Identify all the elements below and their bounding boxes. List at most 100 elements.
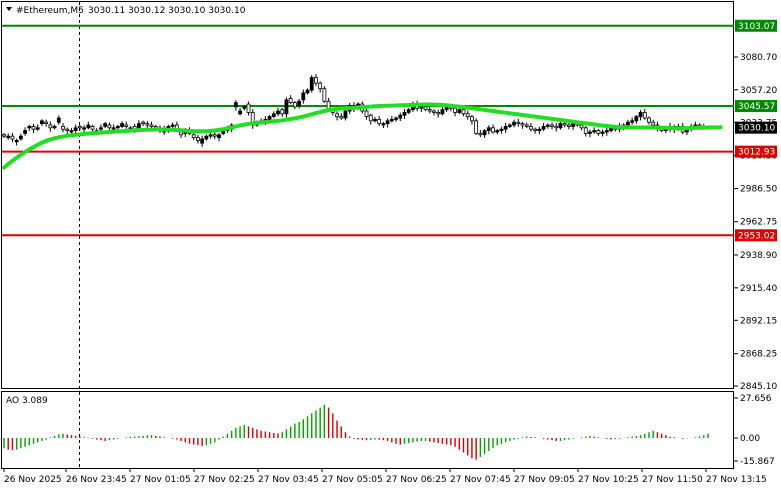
candle-body (558, 123, 563, 129)
price-tick-label: 2915.40 (740, 284, 777, 294)
candle-body (651, 121, 656, 126)
candle-body (238, 110, 242, 115)
candle-body (520, 123, 525, 126)
candle-body (545, 124, 550, 127)
time-tick-label: 27 Nov 01:05 (130, 475, 191, 485)
support-tag (735, 229, 777, 242)
candle-body (642, 112, 647, 119)
price-panel[interactable] (1, 1, 734, 389)
ao-tick-label: -15.867 (740, 457, 775, 467)
candle-body (516, 121, 521, 125)
candle-body (389, 119, 394, 122)
candle-body (364, 110, 369, 118)
price-tick-label: 2962.75 (740, 218, 777, 228)
candle-body (427, 109, 432, 112)
candle-body (474, 120, 479, 134)
ao-tick-label: 27.656 (740, 394, 772, 404)
candle-body (588, 131, 592, 134)
candle-body (541, 126, 546, 130)
ao-histogram (3, 404, 709, 460)
candle-body (596, 130, 601, 134)
candle-body (457, 109, 462, 113)
current-price-label: 3030.10 (738, 124, 775, 134)
candle-body (271, 113, 276, 118)
candle-body (40, 120, 44, 125)
candle-body (604, 130, 609, 133)
candle-body (48, 124, 53, 129)
candle-body (179, 131, 183, 136)
candle-body (35, 127, 40, 130)
price-tick-label: 2986.50 (740, 185, 777, 195)
candle-body (432, 110, 436, 113)
candle-body (208, 134, 213, 137)
candle-body (31, 126, 36, 130)
candle-body (343, 110, 348, 119)
candle-body (77, 126, 82, 129)
candle-body (86, 124, 91, 129)
candle-body (583, 127, 588, 134)
candle-body (305, 89, 310, 94)
candle-body (529, 126, 533, 130)
candle-body (136, 123, 141, 129)
current-price-tag (735, 121, 777, 134)
candle-body (297, 100, 301, 106)
candle-body (478, 132, 483, 136)
candle-body (368, 114, 373, 122)
candle-body (499, 128, 504, 131)
candle-body (99, 127, 103, 130)
candle-body (503, 126, 508, 130)
ao-tick-label: 0.00 (740, 434, 760, 444)
candle-body (482, 130, 487, 136)
candle-body (115, 126, 120, 129)
candle-body (419, 106, 424, 109)
ao-axis: 27.656 0.00 -15.867 (734, 394, 775, 467)
dropdown-triangle-icon[interactable] (6, 7, 12, 11)
price-tick-label: 2868.25 (740, 350, 777, 360)
candle-body (495, 130, 500, 133)
candle-body (533, 128, 538, 131)
candle-body (27, 126, 32, 129)
candle-body (284, 99, 289, 115)
resistance-tag (735, 100, 777, 113)
time-tick-label: 27 Nov 13:15 (706, 475, 767, 485)
candle-body (141, 121, 146, 125)
price-tags: 3103.07 3045.57 3012.93 2953.02 3030.10 (735, 19, 777, 242)
candle-body (634, 116, 639, 122)
candle-body (512, 121, 516, 126)
candle-body (373, 119, 377, 122)
candle-body (465, 113, 470, 118)
time-tick-label: 27 Nov 11:50 (642, 475, 703, 485)
candle-body (14, 139, 19, 143)
candle-body (385, 120, 390, 125)
candle-body (592, 130, 597, 133)
candle-body (377, 119, 382, 125)
candle-body (242, 106, 247, 109)
resistance-tag-label: 3103.07 (738, 22, 775, 32)
candle-body (111, 127, 116, 130)
candle-body (276, 110, 280, 115)
candle-body (562, 123, 567, 126)
candle-body (65, 128, 70, 131)
candle-body (82, 127, 86, 130)
candle-body (246, 103, 251, 113)
candle-body (52, 126, 57, 129)
candle-body (524, 124, 529, 127)
ao-panel[interactable] (1, 391, 734, 469)
candle-body (196, 137, 200, 141)
candle-body (120, 123, 124, 127)
candle-body (579, 124, 584, 129)
candle-body (6, 135, 11, 138)
candle-body (124, 124, 129, 127)
candle-body (470, 116, 474, 122)
support-tag-label: 2953.02 (738, 231, 775, 241)
candle-body (537, 128, 542, 131)
candle-body (18, 135, 23, 140)
candle-body (10, 135, 15, 140)
candle-body (309, 77, 314, 91)
candle-body (453, 107, 457, 113)
resistance-tag-label: 3045.57 (738, 102, 775, 112)
candle-body (61, 126, 65, 130)
candle-body (149, 124, 154, 127)
